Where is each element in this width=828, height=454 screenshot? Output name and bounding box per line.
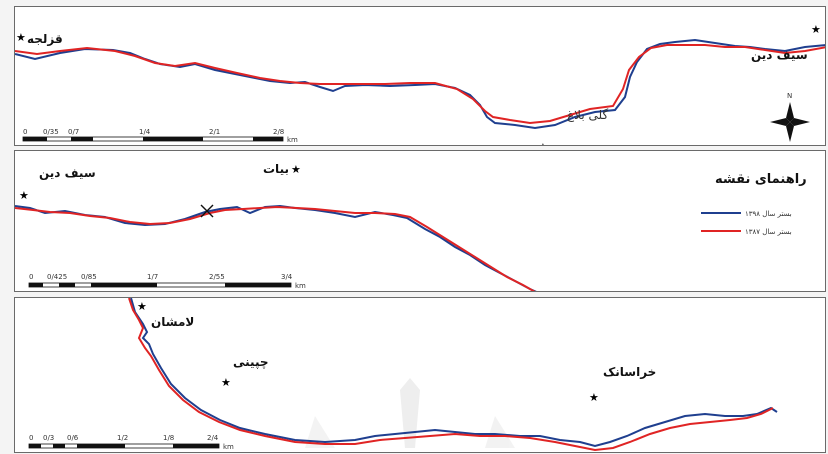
scale-bar: 0 0/3 0/6 1/2 1/8 2/4 km bbox=[28, 434, 234, 451]
place-label-seif-din: سیف دین bbox=[751, 48, 808, 62]
channel-1398-line bbox=[130, 298, 778, 448]
scale-tick-label: 2/55 bbox=[209, 273, 225, 281]
star-marker-icon: ★ bbox=[16, 31, 26, 44]
scale-tick-label: 0/85 bbox=[81, 273, 97, 281]
star-marker-icon: ★ bbox=[589, 391, 599, 404]
scale-tick-label: 1/8 bbox=[163, 434, 174, 442]
scale-tick-label: 0/3 bbox=[43, 434, 54, 442]
scale-unit-label: km bbox=[223, 443, 234, 451]
star-marker-icon: ★ bbox=[221, 376, 231, 389]
watermark-logo bbox=[305, 378, 515, 448]
star-marker-icon: ★ bbox=[811, 23, 821, 36]
star-marker-icon: ★ bbox=[291, 163, 301, 176]
channel-1387-line bbox=[15, 44, 825, 125]
star-marker-icon: ★ bbox=[137, 300, 147, 313]
scale-tick-label: 1/7 bbox=[147, 273, 158, 281]
legend-label-1387: بستر سال ۱۳۸۷ bbox=[745, 228, 792, 236]
scale-tick-label: 1/2 bbox=[117, 434, 128, 442]
place-label-chipini: چپینی bbox=[233, 355, 268, 369]
scale-tick-label: 0/425 bbox=[47, 273, 67, 281]
scale-tick-label: 0/7 bbox=[68, 128, 79, 136]
north-arrow-icon: N bbox=[770, 92, 810, 142]
scale-tick-label: 0 bbox=[29, 273, 33, 281]
star-marker-icon: ★ bbox=[19, 189, 29, 202]
channel-1387-line bbox=[15, 205, 536, 291]
legend-label-1398: بستر سال ۱۳۹۸ bbox=[745, 210, 792, 218]
legend-title: راهنمای نقشه bbox=[715, 172, 807, 187]
scale-tick-label: 1/4 bbox=[139, 128, 151, 136]
map-panel-3: ★ لامشان چپینی ★ خراسانک ★ 0 0/3 0/6 1/2… bbox=[14, 297, 826, 453]
place-label-lamshan: لامشان bbox=[151, 315, 194, 329]
place-label-biat: بیات bbox=[263, 162, 289, 176]
scale-tick-label: 2/4 bbox=[207, 434, 219, 442]
star-marker-icon: ★ bbox=[538, 141, 548, 146]
scale-tick-label: 3/4 bbox=[281, 273, 293, 281]
scale-bar: 0 0/35 0/7 1/4 2/1 2/8 km bbox=[22, 128, 298, 144]
map-legend: راهنمای نقشه بستر سال ۱۳۹۸ بستر سال ۱۳۸۷ bbox=[701, 172, 807, 236]
place-label-khorasanak: خراسانک bbox=[603, 365, 656, 379]
scale-unit-label: km bbox=[287, 136, 298, 144]
scale-unit-label: km bbox=[295, 282, 306, 290]
scale-tick-label: 0 bbox=[29, 434, 33, 442]
north-label: N bbox=[787, 92, 792, 100]
place-label-qezelja: قزلجه bbox=[27, 32, 63, 46]
scale-tick-label: 2/1 bbox=[209, 128, 220, 136]
channel-1387-line bbox=[128, 298, 774, 452]
place-label-goli-bolagh: گلی بلاغ bbox=[567, 108, 608, 122]
scale-tick-label: 2/8 bbox=[273, 128, 284, 136]
scale-tick-label: 0 bbox=[23, 128, 27, 136]
map-panel-2: ★ سیف دین بیات ★ راهنمای نقشه بستر سال ۱… bbox=[14, 150, 826, 292]
scale-bar: 0 0/425 0/85 1/7 2/55 3/4 km bbox=[28, 273, 306, 290]
scale-tick-label: 0/35 bbox=[43, 128, 59, 136]
place-label-seif-din: سیف دین bbox=[39, 166, 96, 180]
cross-marker-icon bbox=[200, 204, 214, 218]
scale-tick-label: 0/6 bbox=[67, 434, 79, 442]
map-panel-1: قزلجه ★ سیف دین ★ گلی بلاغ ★ N 0 bbox=[14, 6, 826, 146]
